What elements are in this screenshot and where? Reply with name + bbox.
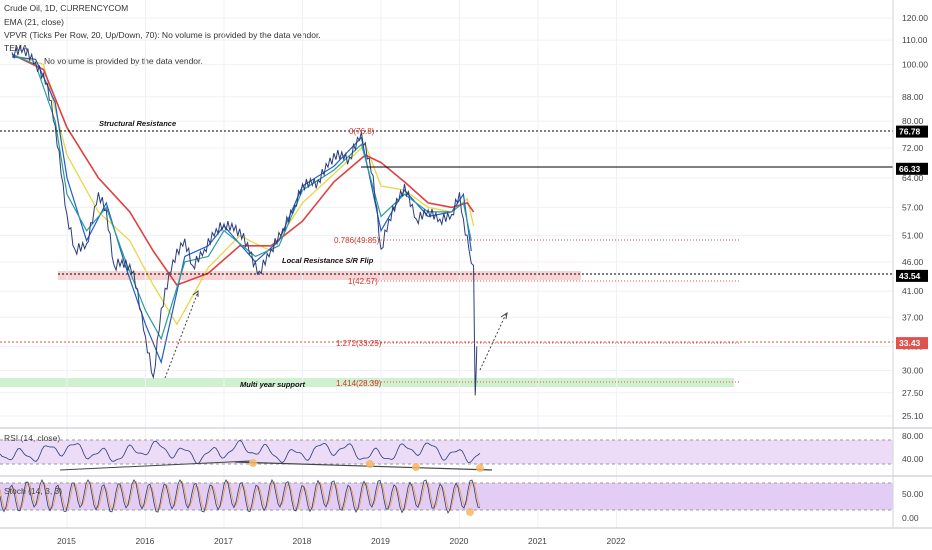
- price-tick-label: 110.00: [902, 35, 928, 45]
- rsi-plot: [0, 439, 481, 465]
- series-line-4[interactable]: [11, 53, 475, 326]
- time-axis[interactable]: 2015 2016 2017 2018 2019 2020 2021 2022: [57, 536, 626, 546]
- local-resistance-zone: [58, 271, 581, 280]
- rsi-highlight-4: [476, 464, 484, 472]
- price-label-text: 43.54: [899, 271, 921, 281]
- rsi-trendline-1[interactable]: [59, 460, 251, 471]
- price-tick-label: 27.50: [902, 388, 924, 398]
- price-tick-label: 64.00: [902, 173, 924, 183]
- price-axis[interactable]: 120.00 110.00 100.00 88.00 80.00 72.00 64.00 57…: [902, 13, 928, 421]
- price-tick-label: 37.00: [902, 312, 924, 322]
- rsi-highlight-2: [366, 460, 374, 468]
- time-tick-label: 2020: [450, 536, 469, 546]
- projection-arrow-2020-head: [500, 311, 508, 320]
- rsi-trendline-2[interactable]: [234, 461, 493, 471]
- fib-label-1: 1(42.57): [348, 277, 378, 286]
- rsi-highlight-1: [249, 459, 257, 467]
- price-tick-label: 25.10: [902, 411, 924, 421]
- time-tick-label: 2021: [528, 536, 547, 546]
- fib-label-1272: 1.272(33.25): [336, 339, 382, 348]
- series-line-2[interactable]: [11, 56, 472, 365]
- series-line-3[interactable]: [11, 53, 475, 286]
- price-tick-label: 100.00: [902, 59, 928, 69]
- price-tick-label: 80.00: [902, 116, 924, 126]
- fib-label-0: 0(76.8): [349, 127, 375, 136]
- rsi-band: [0, 440, 893, 464]
- price-label-text: 76.78: [899, 127, 921, 137]
- price-label-box: [896, 162, 928, 175]
- rsi-highlight-3: [412, 463, 420, 471]
- price-tick-label: 46.00: [902, 257, 924, 267]
- time-tick-label: 2015: [57, 536, 76, 546]
- stoch-band: [0, 483, 893, 510]
- price-label-text: 66.33: [899, 164, 921, 174]
- stoch-tick-0: 0.00: [902, 513, 919, 523]
- price-label-box: [896, 125, 928, 138]
- vpvr-legend[interactable]: VPVR (Ticks Per Row, 20, Up/Down, 70): N…: [4, 30, 321, 40]
- series-line-1[interactable]: [11, 53, 472, 341]
- price-tick-label: 30.00: [902, 366, 924, 376]
- projection-arrow-2016-head: [192, 289, 199, 297]
- rsi-label: RSI (14, close): [4, 433, 60, 443]
- stoch-tick-50: 50.00: [902, 489, 924, 499]
- price-tick-label: 51.00: [902, 231, 924, 241]
- fib-label-1414: 1.414(28.39): [336, 379, 382, 388]
- projection-arrow-2016[interactable]: [164, 291, 199, 379]
- stoch-highlight: [466, 508, 474, 516]
- price-tick-label: 57.00: [902, 202, 924, 212]
- price-label-box: [896, 269, 928, 282]
- series-line-0[interactable]: [11, 44, 478, 396]
- stoch-d-line[interactable]: [0, 480, 481, 512]
- local-resistance-label: Local Resistance S/R Flip: [282, 256, 374, 265]
- price-tick-label: 120.00: [902, 13, 928, 23]
- rsi-line[interactable]: [0, 439, 481, 465]
- volume-notice: No volume is provided by the data vendor…: [44, 56, 203, 66]
- price-label-text: 33.43: [899, 338, 921, 348]
- time-tick-label: 2022: [607, 536, 626, 546]
- price-tick-label: 88.00: [902, 92, 924, 102]
- rsi-tick-40: 40.00: [902, 454, 924, 464]
- stoch-k-line[interactable]: [0, 479, 481, 514]
- price-labels: 76.78 66.33 43.54 33.43: [896, 125, 928, 350]
- multi-year-support-label: Multi year support: [240, 380, 306, 389]
- price-plot: [11, 44, 478, 396]
- stoch-label: Stoch (14, 3, 3): [4, 486, 62, 496]
- stoch-plot: [0, 479, 481, 514]
- fib-label-0786: 0.786(49.85): [334, 236, 380, 245]
- price-tick-label: 72.00: [902, 143, 924, 153]
- rsi-tick-80: 80.00: [902, 431, 924, 441]
- ema-legend[interactable]: EMA (21, close): [4, 17, 64, 27]
- time-tick-label: 2016: [136, 536, 155, 546]
- price-tick-label: 41.00: [902, 286, 924, 296]
- time-tick-label: 2017: [214, 536, 233, 546]
- time-tick-label: 2019: [371, 536, 390, 546]
- chart-title: Crude Oil, 1D, CURRENCYCOM: [4, 3, 129, 13]
- structural-resistance-label: Structural Resistance: [99, 119, 176, 128]
- price-label-box: [896, 337, 928, 350]
- time-tick-label: 2018: [293, 536, 312, 546]
